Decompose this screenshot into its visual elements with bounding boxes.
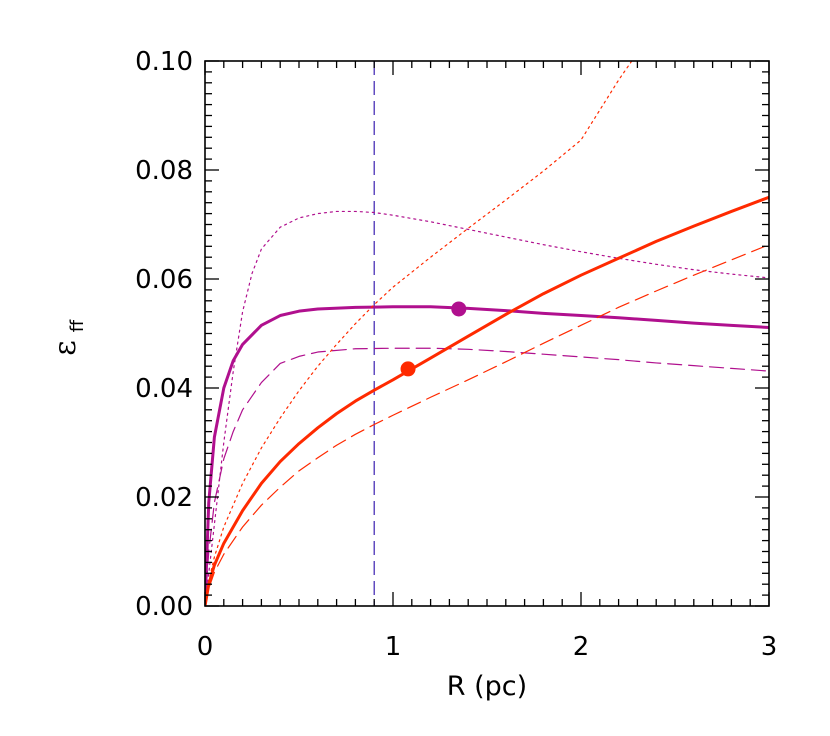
x-tick-label: 0: [197, 632, 214, 662]
axis-ticks: [204, 60, 770, 607]
tick-labels: 0 1 2 3 0.00 0.02 0.04 0.06 0.08 0.10: [135, 47, 777, 662]
x-tick-label: 1: [385, 632, 402, 662]
series-line-1: [205, 305, 769, 606]
data-marker-2: [400, 361, 416, 377]
y-tick-label: 0.10: [135, 47, 193, 77]
series-line-2: [205, 347, 769, 606]
series-line-6: [205, 61, 633, 606]
series-line-4: [205, 195, 769, 606]
x-axis-label: R (pc): [447, 671, 527, 702]
plot-frame: [204, 60, 770, 607]
data-marker-1: [451, 301, 467, 317]
y-tick-label: 0.04: [135, 374, 193, 404]
y-tick-label: 0.00: [135, 592, 193, 622]
y-tick-label: 0.02: [135, 483, 193, 513]
series-line-3: [205, 210, 769, 606]
y-axis-label: ε ff: [48, 319, 88, 356]
y-tick-label: 0.06: [135, 265, 193, 295]
x-tick-label: 3: [761, 632, 778, 662]
y-tick-label: 0.08: [135, 156, 193, 186]
x-tick-label: 2: [573, 632, 590, 662]
series-line-5: [205, 244, 769, 606]
y-axis-label-subscript: ff: [67, 319, 88, 332]
y-axis-label-symbol: ε: [48, 340, 83, 356]
